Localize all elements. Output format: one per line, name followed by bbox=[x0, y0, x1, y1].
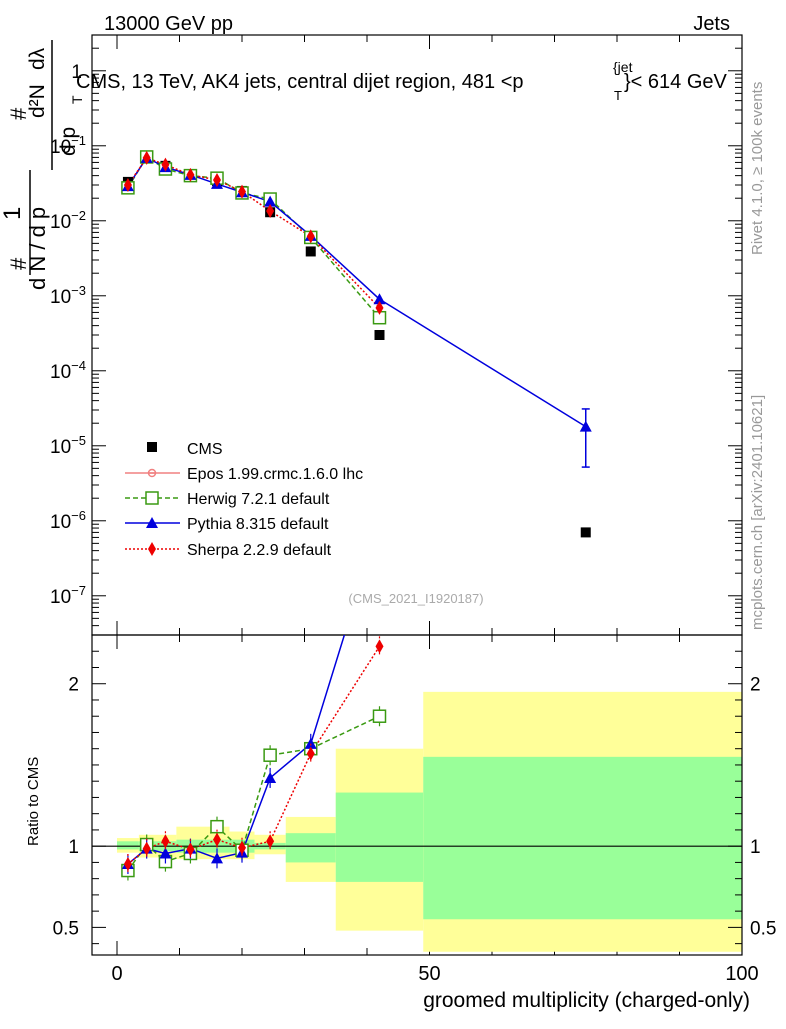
ylabel-one: 1 bbox=[0, 207, 26, 220]
cms-point bbox=[305, 246, 316, 257]
band-green bbox=[285, 833, 336, 863]
sherpa-point bbox=[238, 184, 246, 199]
ratio-plot-area bbox=[121, 635, 387, 881]
pythia-ratio-point bbox=[159, 847, 172, 859]
sherpa-point bbox=[186, 167, 195, 182]
sherpa-ratio-point bbox=[375, 639, 384, 654]
pythia-line bbox=[127, 156, 587, 428]
pythia-ratio-point bbox=[304, 737, 317, 749]
sherpa-point bbox=[375, 300, 384, 315]
legend-label-herwig: Herwig 7.2.1 default bbox=[187, 491, 330, 508]
herwig-ratio-point bbox=[263, 748, 277, 762]
y-tick-label: 10−1 bbox=[50, 133, 86, 158]
y-axis-title-ratio: Ratio to CMS bbox=[25, 757, 42, 846]
legend-label-cms: CMS bbox=[187, 441, 223, 458]
header-left: 13000 GeV pp bbox=[104, 13, 233, 35]
ylabel-hash-1: # bbox=[6, 107, 31, 120]
band-green bbox=[335, 792, 424, 882]
x-tick-label: 50 bbox=[418, 963, 440, 985]
cms-point bbox=[580, 527, 591, 538]
chart-title-sup: {jet bbox=[613, 59, 633, 75]
pythia-point bbox=[579, 420, 592, 432]
legend-item-cms: CMS bbox=[147, 441, 223, 458]
legend-label-pythia: Pythia 8.315 default bbox=[187, 516, 329, 533]
main-panel: 1 10−1 10−2 10−3 10−4 10−5 10−6 10−7 bbox=[50, 34, 743, 955]
x-tick-label: 0 bbox=[111, 963, 122, 985]
ylabel-dlambda: dλ bbox=[26, 47, 49, 70]
sherpa-line bbox=[127, 156, 381, 309]
pythia-point bbox=[373, 293, 386, 305]
sherpa-ratio-point bbox=[161, 834, 170, 849]
side-label-rivet: Rivet 4.1.0, ≥ 100k events bbox=[749, 82, 766, 255]
y-axis-title-main: # 1 d N / d p # d²N d p T dλ bbox=[0, 40, 85, 290]
sherpa-point bbox=[266, 204, 275, 219]
herwig-line bbox=[127, 155, 381, 319]
sherpa-point bbox=[306, 229, 315, 244]
chart-title-close: }< 614 GeV bbox=[624, 71, 728, 93]
band-green bbox=[117, 841, 139, 850]
pythia-ratio-point bbox=[211, 852, 223, 864]
ratio-y-tick-label: 2 bbox=[750, 675, 761, 696]
ratio-y-tick-label: 1 bbox=[750, 837, 761, 858]
ratio-y-tick-label: 1 bbox=[68, 837, 79, 858]
legend-label-sherpa: Sherpa 2.2.9 default bbox=[187, 542, 332, 559]
legend-item-herwig: Herwig 7.2.1 default bbox=[125, 491, 330, 508]
sherpa-ratio-point bbox=[213, 832, 221, 847]
analysis-watermark: (CMS_2021_I1920187) bbox=[348, 591, 483, 606]
chart-title: CMS, 13 TeV, AK4 jets, central dijet reg… bbox=[76, 59, 728, 103]
x-tick-label: 100 bbox=[725, 963, 758, 985]
pythia-ratio-point bbox=[264, 771, 277, 783]
ratio-y-tick-label: 2 bbox=[68, 675, 79, 696]
ratio-panel: 0 50 100 2 2 1 1 0.5 0.5 bbox=[53, 634, 776, 985]
y-tick-label: 10−5 bbox=[50, 433, 86, 458]
side-label-mcplots: mcplots.cern.ch [arXiv:2401.10621] bbox=[749, 395, 766, 630]
cms-point bbox=[374, 330, 385, 340]
ratio-frame bbox=[91, 634, 743, 956]
sherpa-ratio-point bbox=[238, 840, 246, 855]
ratio-y-tick-label: 0.5 bbox=[750, 918, 776, 939]
x-axis-title: groomed multiplicity (charged-only) bbox=[423, 989, 750, 1012]
sherpa-ratio-point bbox=[186, 842, 195, 857]
sherpa-ratio-point bbox=[306, 746, 315, 761]
ylabel-t-sub: T bbox=[69, 95, 85, 104]
herwig-ratio-point bbox=[372, 709, 387, 723]
pythia-ratio-line bbox=[127, 635, 346, 865]
chart-title-sub: T bbox=[614, 88, 622, 103]
chart-title-main: CMS, 13 TeV, AK4 jets, central dijet reg… bbox=[76, 71, 524, 93]
pythia-point bbox=[264, 195, 277, 207]
legend-item-sherpa: Sherpa 2.2.9 default bbox=[125, 542, 332, 559]
ylabel-dn-dpt: d N / d p bbox=[25, 207, 50, 290]
ratio-y-tick-label: 0.5 bbox=[53, 918, 79, 939]
header-right: Jets bbox=[693, 13, 730, 35]
sherpa-ratio-point bbox=[142, 841, 151, 856]
sherpa-point bbox=[142, 150, 151, 165]
legend-label-epos: Epos 1.99.crmc.1.6.0 lhc bbox=[187, 466, 363, 483]
band-green bbox=[423, 756, 742, 920]
y-tick-label: 10−2 bbox=[50, 208, 86, 233]
y-tick-label: 10−6 bbox=[50, 508, 86, 533]
main-plot-area bbox=[121, 150, 592, 538]
legend: CMS Epos 1.99.crmc.1.6.0 lhc Herwig 7.2.… bbox=[125, 441, 363, 559]
legend-item-pythia: Pythia 8.315 default bbox=[125, 516, 329, 533]
sherpa-ratio-point bbox=[123, 857, 132, 872]
y-tick-label: 10−3 bbox=[50, 283, 86, 308]
ylabel-hash-2: # bbox=[6, 257, 31, 270]
legend-item-epos: Epos 1.99.crmc.1.6.0 lhc bbox=[125, 466, 363, 483]
sherpa-ratio-point bbox=[266, 834, 275, 849]
sherpa-point bbox=[213, 172, 221, 187]
ylabel-dpt: d p bbox=[57, 127, 80, 156]
y-tick-label: 1 bbox=[71, 62, 82, 83]
sherpa-point bbox=[161, 157, 170, 172]
ylabel-d2n: d²N bbox=[26, 84, 49, 118]
y-tick-label: 10−7 bbox=[50, 583, 86, 608]
sherpa-point bbox=[123, 178, 132, 192]
y-tick-label: 10−4 bbox=[50, 358, 86, 383]
